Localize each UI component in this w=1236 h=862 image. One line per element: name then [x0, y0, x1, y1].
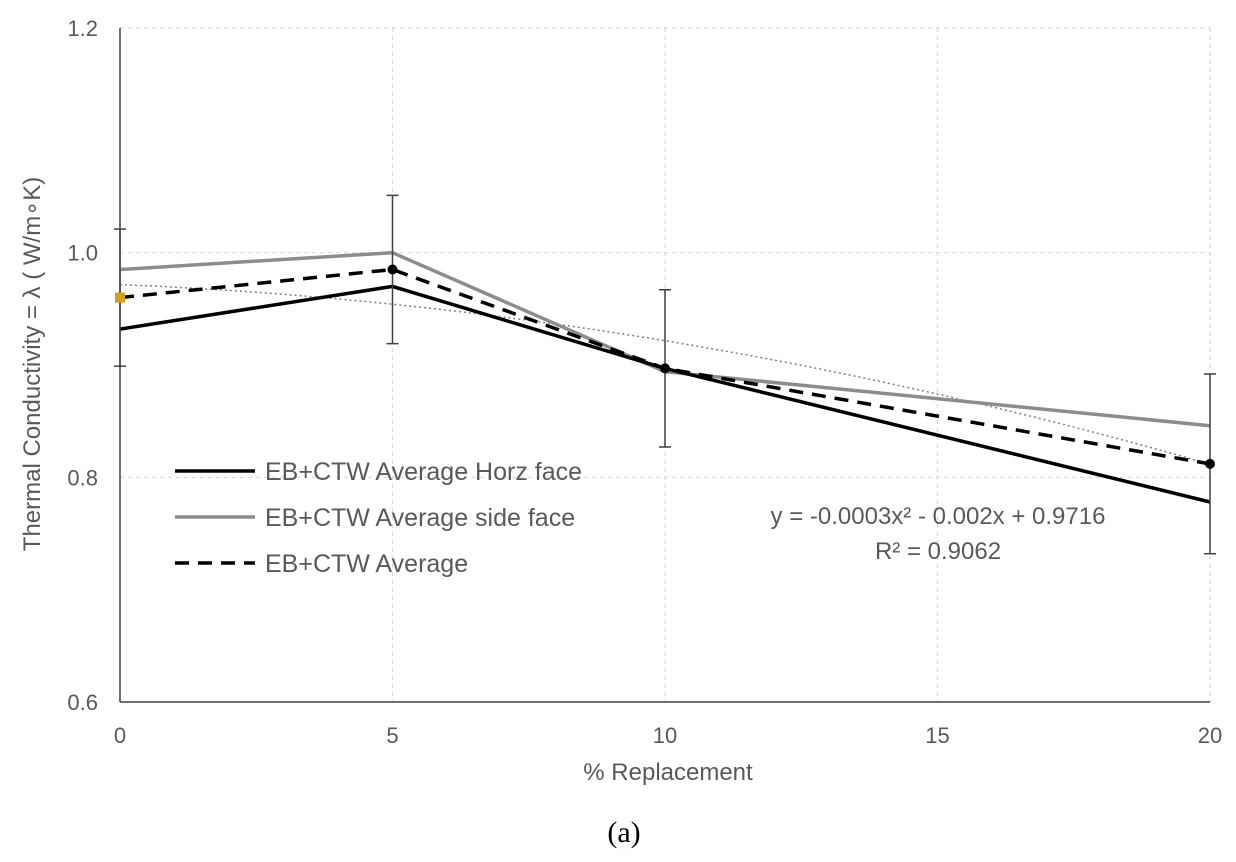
series-line-horz-face: [119, 284, 1211, 504]
x-axis-title: % Replacement: [583, 759, 753, 786]
average-point: [660, 363, 670, 374]
series: [119, 250, 1211, 504]
x-tick-label: 0: [114, 723, 126, 748]
legend-label-side-face: EB+CTW Average side face: [265, 504, 575, 532]
y-axis-title: Thermal Conductivity = λ ( W/m∘K): [19, 177, 46, 551]
grid: [120, 27, 1211, 702]
tick-labels: 0 5 10 15 20 0.6 0.8 1.0 1.2: [67, 16, 1222, 748]
legend: EB+CTW Average Horz face EB+CTW Average …: [175, 458, 582, 578]
y-tick-label: 0.6: [67, 690, 98, 715]
y-tick-label: 1.0: [67, 241, 98, 266]
trendline-r-squared: R² = 0.9062: [875, 538, 1001, 565]
x-tick-label: 10: [653, 723, 677, 748]
x-tick-label: 5: [386, 723, 398, 748]
x-tick-label: 20: [1198, 723, 1222, 748]
x-tick-label: 15: [925, 723, 949, 748]
average-point: [1205, 458, 1215, 469]
legend-label-horz-face: EB+CTW Average Horz face: [265, 458, 582, 486]
markers: [115, 264, 1215, 469]
average-point: [387, 264, 398, 275]
y-tick-label: 0.8: [67, 465, 98, 490]
y-tick-label: 1.2: [67, 16, 98, 41]
figure-caption: (a): [607, 816, 640, 849]
trendline-equation: y = -0.0003x² - 0.002x + 0.9716: [771, 503, 1106, 530]
highlight-point: [115, 292, 125, 303]
legend-label-average: EB+CTW Average: [265, 550, 468, 578]
series-line-side-face: [119, 250, 1211, 428]
error-bars: [114, 194, 1216, 555]
series-line-average: [119, 267, 1211, 466]
